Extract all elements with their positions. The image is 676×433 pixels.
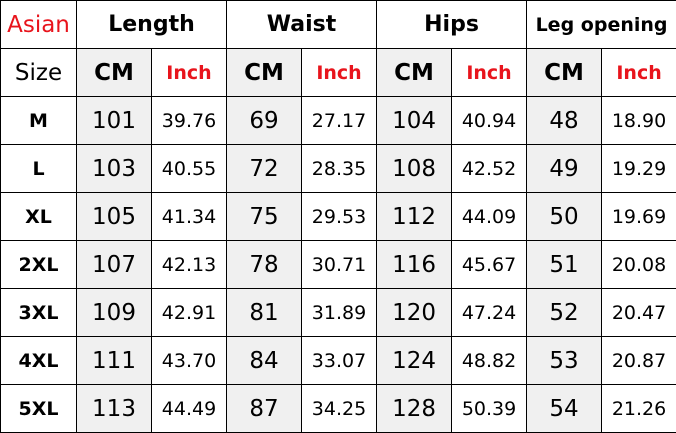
inch-value-cell: 33.07 <box>300 336 378 385</box>
unit-inch: Inch <box>601 48 676 97</box>
cm-value-cell: 124 <box>376 336 453 385</box>
size-cell: XL <box>0 192 77 241</box>
unit-inch: Inch <box>451 48 528 97</box>
inch-value-cell: 41.34 <box>151 192 227 241</box>
inch-value-cell: 19.69 <box>601 192 676 241</box>
table-row: 3XL 109 42.91 81 31.89 120 47.24 52 20.47 <box>0 288 676 337</box>
inch-value-cell: 50.39 <box>451 384 528 433</box>
table-row: M 101 39.76 69 27.17 104 40.94 48 18.90 <box>0 96 676 145</box>
group-hips: Hips <box>376 0 528 49</box>
cm-value-cell: 54 <box>526 384 603 433</box>
inch-value-cell: 27.17 <box>300 96 378 145</box>
cm-value-cell: 84 <box>226 336 302 385</box>
inch-value-cell: 44.49 <box>151 384 227 433</box>
cm-value-cell: 78 <box>226 240 302 289</box>
table-row: XL 105 41.34 75 29.53 112 44.09 50 19.69 <box>0 192 676 241</box>
inch-value-cell: 18.90 <box>601 96 676 145</box>
unit-cm: CM <box>76 48 152 97</box>
table-row: 4XL 111 43.70 84 33.07 124 48.82 53 20.87 <box>0 336 676 385</box>
cm-value-cell: 104 <box>376 96 453 145</box>
subheader-row: Size CM Inch CM Inch CM Inch CM Inch <box>0 48 676 97</box>
size-cell: L <box>0 144 77 193</box>
size-cell: 5XL <box>0 384 77 433</box>
cm-value-cell: 72 <box>226 144 302 193</box>
unit-cm: CM <box>226 48 302 97</box>
inch-value-cell: 20.47 <box>601 288 676 337</box>
inch-value-cell: 42.91 <box>151 288 227 337</box>
inch-value-cell: 20.08 <box>601 240 676 289</box>
size-cell: 3XL <box>0 288 77 337</box>
unit-cm: CM <box>526 48 603 97</box>
cm-value-cell: 69 <box>226 96 302 145</box>
inch-value-cell: 19.29 <box>601 144 676 193</box>
inch-value-cell: 40.55 <box>151 144 227 193</box>
size-label: Size <box>0 48 77 97</box>
inch-value-cell: 28.35 <box>300 144 378 193</box>
cm-value-cell: 101 <box>76 96 152 145</box>
cm-value-cell: 52 <box>526 288 603 337</box>
inch-value-cell: 30.71 <box>300 240 378 289</box>
cm-value-cell: 50 <box>526 192 603 241</box>
inch-value-cell: 39.76 <box>151 96 227 145</box>
cm-value-cell: 103 <box>76 144 152 193</box>
cm-value-cell: 111 <box>76 336 152 385</box>
cm-value-cell: 116 <box>376 240 453 289</box>
inch-value-cell: 48.82 <box>451 336 528 385</box>
inch-value-cell: 29.53 <box>300 192 378 241</box>
group-length: Length <box>76 0 227 49</box>
asian-label: Asian <box>0 0 77 49</box>
inch-value-cell: 42.52 <box>451 144 528 193</box>
cm-value-cell: 51 <box>526 240 603 289</box>
inch-value-cell: 42.13 <box>151 240 227 289</box>
cm-value-cell: 81 <box>226 288 302 337</box>
unit-cm: CM <box>376 48 453 97</box>
table-row: L 103 40.55 72 28.35 108 42.52 49 19.29 <box>0 144 676 193</box>
cm-value-cell: 53 <box>526 336 603 385</box>
inch-value-cell: 21.26 <box>601 384 676 433</box>
inch-value-cell: 31.89 <box>300 288 378 337</box>
cm-value-cell: 128 <box>376 384 453 433</box>
table-row: 2XL 107 42.13 78 30.71 116 45.67 51 20.08 <box>0 240 676 289</box>
cm-value-cell: 75 <box>226 192 302 241</box>
inch-value-cell: 34.25 <box>300 384 378 433</box>
group-leg-opening: Leg opening <box>526 0 676 49</box>
header-row: Asian Length Waist Hips Leg opening <box>0 0 676 49</box>
cm-value-cell: 112 <box>376 192 453 241</box>
cm-value-cell: 87 <box>226 384 302 433</box>
cm-value-cell: 109 <box>76 288 152 337</box>
size-cell: 4XL <box>0 336 77 385</box>
inch-value-cell: 40.94 <box>451 96 528 145</box>
cm-value-cell: 113 <box>76 384 152 433</box>
inch-value-cell: 20.87 <box>601 336 676 385</box>
unit-inch: Inch <box>151 48 227 97</box>
inch-value-cell: 45.67 <box>451 240 528 289</box>
inch-value-cell: 44.09 <box>451 192 528 241</box>
size-cell: M <box>0 96 77 145</box>
cm-value-cell: 49 <box>526 144 603 193</box>
table-row: 5XL 113 44.49 87 34.25 128 50.39 54 21.26 <box>0 384 676 433</box>
cm-value-cell: 107 <box>76 240 152 289</box>
inch-value-cell: 47.24 <box>451 288 528 337</box>
unit-inch: Inch <box>300 48 378 97</box>
size-cell: 2XL <box>0 240 77 289</box>
group-waist: Waist <box>225 0 378 49</box>
cm-value-cell: 48 <box>526 96 603 145</box>
cm-value-cell: 120 <box>376 288 453 337</box>
inch-value-cell: 43.70 <box>151 336 227 385</box>
cm-value-cell: 105 <box>76 192 152 241</box>
cm-value-cell: 108 <box>376 144 453 193</box>
